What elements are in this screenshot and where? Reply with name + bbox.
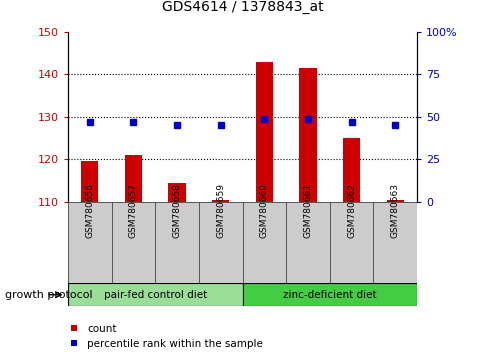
Text: GSM780662: GSM780662 xyxy=(347,183,355,239)
Bar xyxy=(329,202,373,283)
Text: GSM780656: GSM780656 xyxy=(85,183,94,239)
Bar xyxy=(242,202,286,283)
Bar xyxy=(242,283,416,306)
Text: GSM780660: GSM780660 xyxy=(259,183,268,239)
Text: GSM780659: GSM780659 xyxy=(216,183,225,239)
Bar xyxy=(124,155,142,202)
Bar xyxy=(198,202,242,283)
Bar xyxy=(111,202,155,283)
Bar xyxy=(373,202,416,283)
Bar xyxy=(342,138,360,202)
Bar xyxy=(68,202,111,283)
Text: growth protocol: growth protocol xyxy=(5,290,92,300)
Legend: count, percentile rank within the sample: count, percentile rank within the sample xyxy=(63,324,263,349)
Bar xyxy=(168,183,185,202)
Bar xyxy=(299,68,316,202)
Bar xyxy=(212,200,229,202)
Text: GDS4614 / 1378843_at: GDS4614 / 1378843_at xyxy=(161,0,323,14)
Bar xyxy=(155,202,198,283)
Text: zinc-deficient diet: zinc-deficient diet xyxy=(282,290,376,300)
Text: pair-fed control diet: pair-fed control diet xyxy=(104,290,206,300)
Text: GSM780661: GSM780661 xyxy=(303,183,312,239)
Bar xyxy=(255,62,272,202)
Text: GSM780658: GSM780658 xyxy=(172,183,181,239)
Text: GSM780663: GSM780663 xyxy=(390,183,399,239)
Bar xyxy=(386,200,403,202)
Bar xyxy=(68,283,242,306)
Text: GSM780657: GSM780657 xyxy=(129,183,137,239)
Bar xyxy=(81,161,98,202)
Bar xyxy=(286,202,329,283)
